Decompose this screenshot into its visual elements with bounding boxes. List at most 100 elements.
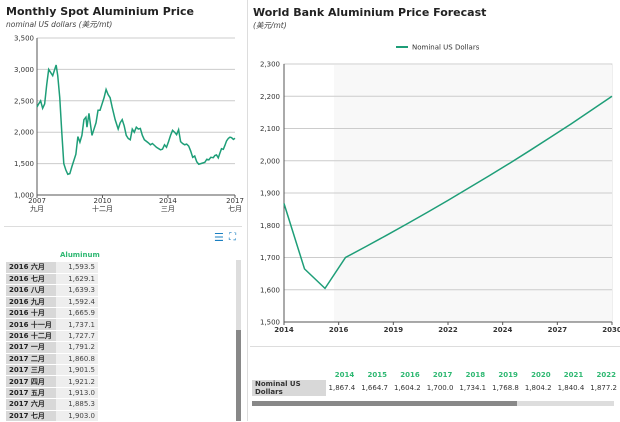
left-divider [4,226,242,227]
table-row: 2016 十二月 1,727.7 [6,330,98,343]
legend-label: Nominal US Dollars [412,44,480,52]
x-tick-year: 2014 [159,197,177,205]
y-tick-label: 2,000 [260,157,280,165]
table-row: 2016 十月 1,665.9 [6,307,98,320]
y-tick-label: 2,100 [260,125,280,133]
y-tick-label: 1,700 [260,254,280,262]
row-value: 1,903.0 [56,410,98,422]
scrollbar-thumb[interactable] [252,401,517,406]
forecast-value: 1,700.0 [426,384,454,392]
table-row: 2016 八月 1,639.3 [6,284,98,297]
y-tick-label: 1,800 [260,222,280,230]
y-tick-label: 1,500 [260,319,280,327]
year-header: 2018 [465,370,486,379]
x-tick-label: 2014 [274,326,294,334]
y-tick-label: 1,600 [260,286,280,294]
right-chart-title: World Bank Aluminium Price Forecast [253,6,487,19]
year-header: 2020 [531,370,551,379]
forecast-value: 1,877.2 [590,384,617,392]
row-month: 2016 六月 [6,262,56,274]
row-value: 1,885.3 [56,398,98,411]
forecast-value: 1,768.8 [492,384,519,392]
row-month: 2017 七月 [6,410,56,422]
x-tick-label: 2022 [438,326,458,334]
panel-divider [247,0,248,421]
row-month: 2017 六月 [6,398,56,411]
forecast-value: 1,867.4 [328,384,356,392]
row-value: 1,860.8 [56,353,98,366]
right-chart-subtitle: (美元/mt) [253,21,287,30]
row-value: 1,913.0 [56,387,98,400]
y-tick-label: 3,000 [14,66,34,74]
row-value: 1,593.5 [56,262,98,274]
forecast-value: 1,840.4 [557,384,585,392]
x-tick-label: 2019 [384,326,404,334]
row-month: 2017 一月 [6,341,56,354]
row-value: 1,921.2 [56,375,98,388]
x-tick-label: 2027 [548,326,568,334]
year-header: 2021 [563,370,584,379]
x-tick-month: 十二月 [92,204,113,213]
row-value: 1,727.7 [56,330,98,343]
y-tick-label: 2,000 [14,129,34,137]
x-tick-month: 九月 [30,204,44,213]
price-line [36,64,236,176]
year-header: 2017 [432,370,453,379]
left-chart-title: Monthly Spot Aluminium Price [6,5,194,18]
table-row: 2017 七月 1,903.0 [6,410,98,422]
forecast-chart: Nominal US Dollars 1,500 1,600 1,700 1,800 1,… [260,44,620,335]
table-row: 2016 六月 1,593.5 [6,262,98,274]
x-tick-label: 2016 [329,326,349,334]
row-month: 2016 十二月 [6,330,56,343]
year-header: 2022 [596,370,616,379]
row-month: 2017 三月 [6,364,56,377]
vertical-scrollbar[interactable] [236,260,241,421]
y-tick-label: 3,500 [14,35,34,43]
table-row: 2017 一月 1,791.2 [6,341,98,354]
y-tick-label: 2,200 [260,93,280,101]
table-row: 2017 六月 1,885.3 [6,398,98,411]
row-label: Nominal US Dollars [252,380,326,396]
x-tick-label: 2024 [493,326,513,334]
row-value: 1,737.1 [56,318,98,331]
table-row: 2017 三月 1,901.5 [6,364,98,377]
row-month: 2016 十月 [6,307,56,320]
y-tick-label: 2,300 [260,61,280,69]
y-tick-label: 1,900 [260,190,280,198]
x-tick-year: 2010 [94,197,112,205]
scrollbar-thumb[interactable] [236,330,241,421]
y-tick-label: 1,500 [14,160,34,168]
year-header: 2019 [498,370,518,379]
right-divider [250,346,620,347]
table-header-aluminum: Aluminum [60,251,100,259]
forecast-value: 1,734.1 [459,384,487,392]
table-row: 2016 九月 1,592.4 [6,296,98,309]
forecast-value: 1,604.2 [393,384,421,392]
row-value: 1,665.9 [56,307,98,320]
monthly-price-table: 2016 六月 1,593.5 2016 七月 1,629.1 2016 八月 1,639… [6,262,98,422]
table-row: 2017 二月 1,860.8 [6,353,98,366]
forecast-value: 1,664.7 [361,384,388,392]
horizontal-scrollbar[interactable] [252,401,614,406]
menu-icon[interactable]: ☰ [214,231,224,244]
row-month: 2017 四月 [6,375,56,388]
x-tick-month: 七月 [228,204,242,213]
forecast-table: 2014 2015 2016 2017 2018 2019 2020 2021 2022 Nomi… [252,369,620,396]
row-month: 2017 二月 [6,353,56,366]
year-header: 2014 [334,370,355,379]
table-row: 2017 五月 1,913.0 [6,387,98,400]
left-chart-subtitle: nominal US dollars (美元/mt) [6,20,113,29]
y-tick-label: 2,500 [14,97,34,105]
table-row: 2017 四月 1,921.2 [6,375,98,388]
table-row: 2016 十一月 1,737.1 [6,318,98,331]
row-value: 1,901.5 [56,364,98,377]
row-month: 2016 九月 [6,296,56,309]
x-tick-year: 2017 [226,197,244,205]
year-header: 2015 [367,370,387,379]
fullscreen-icon[interactable]: ⛶ [229,232,236,243]
row-value: 1,592.4 [56,296,98,309]
row-value: 1,639.3 [56,284,98,297]
table-row: 2016 七月 1,629.1 [6,273,98,286]
row-month: 2017 五月 [6,387,56,400]
